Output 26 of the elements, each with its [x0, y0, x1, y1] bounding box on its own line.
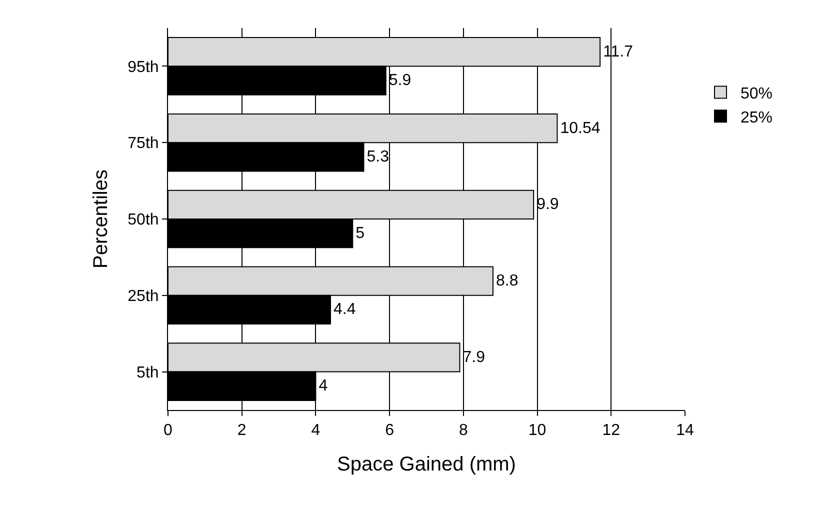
- x-tick-label: 14: [676, 422, 694, 440]
- data-label: 9.9: [536, 196, 559, 214]
- x-tick-label: 10: [528, 422, 546, 440]
- x-axis-title: Space Gained (mm): [337, 454, 516, 476]
- data-label: 4: [318, 378, 328, 395]
- data-label: 10.54: [560, 120, 600, 137]
- y-tick-label: 5th: [136, 364, 159, 382]
- y-tick-label: 25th: [128, 288, 159, 305]
- x-tick-label: 4: [311, 422, 320, 440]
- y-tick-label: 75th: [128, 135, 159, 152]
- x-tick-label: 0: [164, 422, 173, 440]
- legend-label: 50%: [740, 86, 773, 103]
- x-tick-label: 6: [385, 422, 394, 440]
- y-axis-title: Percentiles: [90, 170, 112, 268]
- data-label: 5: [356, 224, 365, 242]
- data-label: 5.3: [366, 148, 390, 166]
- data-label: 7.9: [462, 348, 486, 366]
- legend-label: 25%: [740, 109, 773, 126]
- x-tick-label: 2: [237, 422, 246, 440]
- x-tick-label: 12: [602, 422, 620, 440]
- data-label: 5.9: [388, 72, 412, 90]
- y-tick-label: 50th: [128, 212, 159, 229]
- x-tick-label: 8: [458, 422, 468, 440]
- y-tick-label: 95th: [128, 58, 159, 76]
- data-label: 8.8: [496, 272, 518, 290]
- data-label: 4.4: [333, 301, 356, 318]
